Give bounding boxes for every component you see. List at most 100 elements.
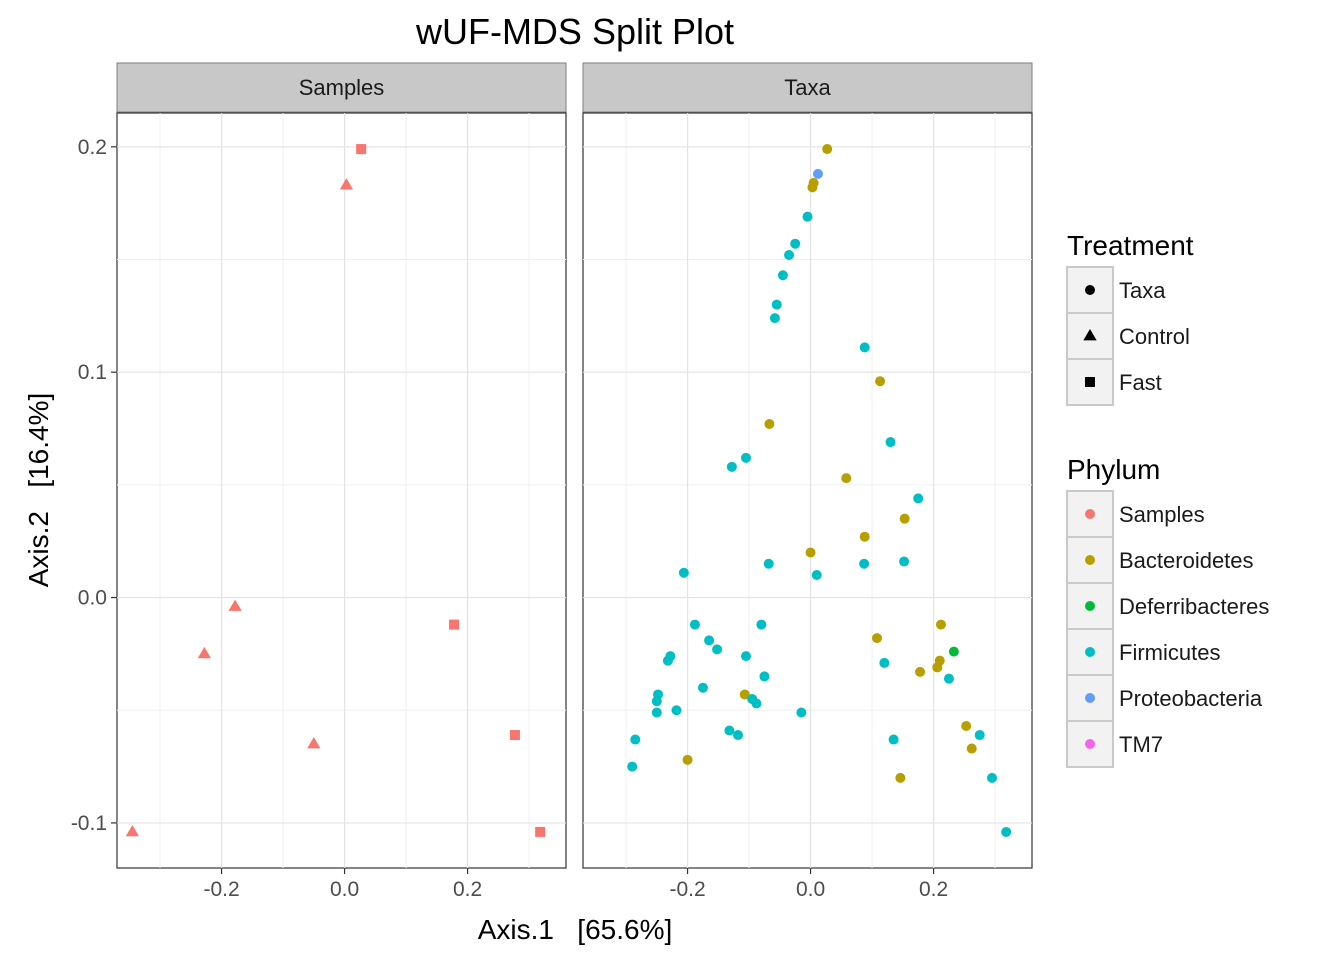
data-point: [307, 737, 321, 749]
data-point: [704, 635, 715, 646]
data-point: [339, 178, 354, 190]
y-axis: -0.1 0.0 0.1 0.2: [71, 136, 117, 835]
data-point: [915, 666, 926, 677]
facet-strip: [116, 62, 567, 113]
data-point: [895, 772, 906, 783]
legend-label: Firmicutes: [1119, 640, 1220, 665]
data-point: [841, 473, 852, 484]
data-point: [449, 619, 460, 630]
data-point: [740, 452, 751, 463]
data-point: [732, 730, 743, 741]
data-point: [630, 734, 641, 745]
facet-strip-label: Samples: [299, 75, 385, 100]
data-point: [859, 558, 870, 569]
data-point: [689, 619, 700, 630]
legend-label: Taxa: [1119, 278, 1166, 303]
data-point: [859, 342, 870, 353]
data-point: [726, 461, 737, 472]
x-tick-label: -0.2: [669, 878, 705, 901]
data-point: [751, 698, 762, 709]
data-point: [961, 721, 972, 732]
data-point: [899, 556, 910, 567]
data-points: [125, 144, 546, 837]
legend: Treatment Taxa Control Fast Phylum Samples Bac…: [1066, 230, 1269, 768]
panel-background: [582, 112, 1033, 869]
legend-label: Control: [1119, 324, 1190, 349]
data-point: [822, 144, 833, 155]
data-point: [759, 671, 770, 682]
grid-lines: [583, 113, 1032, 868]
legend-key-symbol: [1085, 285, 1095, 295]
legend-label: TM7: [1119, 732, 1163, 757]
y-axis-title: Axis.2 [16.4%]: [23, 393, 54, 588]
panel-background: [116, 112, 567, 869]
x-axis: -0.2 0.0 0.2 -0.2 0.0 0.2: [203, 868, 948, 901]
data-point: [764, 419, 775, 430]
data-point: [228, 599, 242, 611]
x-tick-label: 0.2: [919, 878, 948, 901]
grid-lines: [117, 113, 566, 868]
data-point: [966, 743, 977, 754]
data-point: [948, 646, 959, 657]
x-tick-label: 0.0: [796, 878, 825, 901]
legend-key-symbol: [1083, 329, 1097, 341]
data-point: [872, 633, 883, 644]
data-point: [802, 211, 813, 222]
data-point: [777, 270, 788, 281]
data-point: [859, 531, 870, 542]
data-point: [987, 772, 998, 783]
data-point: [805, 547, 816, 558]
data-point: [812, 168, 823, 179]
legend-key-symbol: [1085, 601, 1095, 611]
data-point: [875, 376, 886, 387]
data-point: [651, 696, 662, 707]
x-axis-title: Axis.1 [65.6%]: [478, 914, 673, 945]
data-points: [627, 144, 1012, 837]
data-point: [535, 826, 546, 837]
data-point: [739, 689, 750, 700]
y-tick-label: -0.1: [71, 812, 107, 835]
data-point: [763, 558, 774, 569]
data-point: [651, 707, 662, 718]
legend-label: Fast: [1119, 370, 1162, 395]
legend-key-symbol: [1085, 377, 1095, 387]
data-point: [932, 662, 943, 673]
data-point: [796, 707, 807, 718]
legend-label: Deferribacteres: [1119, 594, 1269, 619]
x-tick-label: 0.2: [453, 878, 482, 901]
data-point: [1001, 826, 1012, 837]
data-point: [811, 570, 822, 581]
data-point: [784, 249, 795, 260]
data-point: [888, 734, 899, 745]
legend-key-symbol: [1085, 555, 1095, 565]
chart-title: wUF-MDS Split Plot: [415, 11, 734, 52]
data-point: [756, 619, 767, 630]
x-tick-label: 0.0: [330, 878, 359, 901]
data-point: [197, 646, 211, 659]
legend-key-symbol: [1085, 739, 1095, 749]
data-point: [671, 705, 682, 716]
data-point: [943, 673, 954, 684]
data-point: [879, 657, 890, 668]
data-point: [356, 144, 367, 155]
legend-title: Treatment: [1067, 230, 1194, 261]
y-tick-label: 0.2: [78, 136, 107, 159]
y-tick-label: 0.1: [78, 361, 107, 384]
data-point: [807, 182, 818, 193]
legend-title: Phylum: [1067, 454, 1160, 485]
data-point: [913, 493, 924, 504]
data-point: [974, 730, 985, 741]
data-point: [627, 761, 638, 772]
data-point: [899, 513, 910, 524]
legend-label: Samples: [1119, 502, 1205, 527]
x-tick-label: -0.2: [203, 878, 239, 901]
data-point: [509, 730, 520, 741]
data-point: [935, 619, 946, 630]
data-point: [125, 824, 140, 837]
data-point: [769, 313, 780, 324]
legend-label: Proteobacteria: [1119, 686, 1263, 711]
data-point: [740, 651, 751, 662]
legend-key-symbol: [1085, 509, 1095, 519]
data-point: [885, 437, 896, 448]
